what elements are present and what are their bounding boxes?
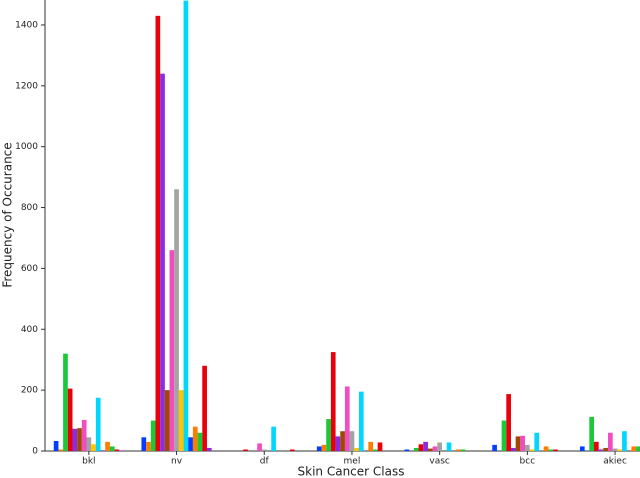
bar <box>456 449 461 451</box>
bar <box>404 449 410 451</box>
bar <box>432 446 438 451</box>
bar <box>377 442 383 451</box>
bar <box>548 449 554 451</box>
x-tick-label: mel <box>344 457 361 467</box>
y-tick-label: 600 <box>21 264 38 274</box>
bar <box>520 435 526 451</box>
bar <box>553 449 558 451</box>
bar <box>510 447 516 451</box>
bar <box>261 449 267 451</box>
bar <box>326 419 331 451</box>
y-tick-label: 800 <box>21 203 38 213</box>
x-tick-label: akiec <box>603 457 627 467</box>
y-tick-label: 400 <box>21 325 38 335</box>
bar <box>257 443 262 451</box>
bar <box>617 449 623 451</box>
bar <box>114 449 120 451</box>
bar <box>368 441 373 451</box>
y-axis-title: Frequency of Occurance <box>1 142 15 287</box>
bar <box>622 431 627 451</box>
bar <box>460 449 466 451</box>
bar <box>543 446 549 451</box>
bar <box>202 365 207 451</box>
bar <box>183 0 189 451</box>
bar <box>515 436 521 451</box>
bar <box>174 189 179 451</box>
bar <box>95 397 101 451</box>
bar <box>67 388 73 451</box>
bar <box>579 446 585 451</box>
bar <box>192 426 198 451</box>
y-tick-label: 200 <box>21 386 38 396</box>
bar <box>603 447 609 451</box>
bar <box>372 449 378 451</box>
bar <box>91 444 96 451</box>
bar <box>289 449 295 451</box>
bar <box>427 448 433 451</box>
bar <box>316 446 322 451</box>
bar <box>178 390 184 451</box>
bar <box>501 420 507 451</box>
bar <box>188 437 193 451</box>
bar <box>492 444 497 451</box>
bar <box>141 437 147 451</box>
bar <box>119 450 124 451</box>
bar <box>446 442 452 451</box>
bar <box>58 449 64 451</box>
bar <box>608 432 613 451</box>
bar <box>525 444 530 451</box>
bar <box>598 449 604 451</box>
bar <box>349 431 355 451</box>
bar <box>109 446 115 451</box>
bar <box>418 444 424 451</box>
bar <box>340 431 345 451</box>
bar <box>146 441 151 451</box>
bar <box>243 449 248 451</box>
bar <box>330 352 336 451</box>
y-tick-label: 1000 <box>15 142 38 152</box>
bar <box>81 419 87 451</box>
bar <box>53 440 59 451</box>
x-tick-label: bcc <box>520 457 536 467</box>
x-tick-label: vasc <box>429 457 450 467</box>
bar <box>155 15 161 452</box>
bar <box>344 386 350 451</box>
bar <box>150 420 156 451</box>
x-tick-label: df <box>260 457 270 467</box>
bar <box>271 426 276 451</box>
bar <box>529 449 535 451</box>
bar <box>72 428 78 451</box>
bar <box>169 250 175 451</box>
bar <box>534 432 540 451</box>
bar <box>206 447 212 451</box>
bar <box>105 441 110 451</box>
bar <box>423 441 428 451</box>
bar <box>63 353 68 451</box>
bar <box>164 390 170 451</box>
bar <box>413 447 419 451</box>
y-tick-label: 0 <box>32 447 38 457</box>
bar <box>594 441 599 451</box>
bar <box>160 73 165 451</box>
bar <box>197 432 203 451</box>
bar <box>321 444 327 451</box>
x-tick-label: bkl <box>82 457 95 467</box>
bar <box>437 442 442 451</box>
bar <box>335 436 341 451</box>
bar <box>506 394 511 451</box>
x-tick-label: nv <box>171 457 183 467</box>
bar <box>100 450 106 451</box>
x-axis-title: Skin Cancer Class <box>298 465 405 478</box>
y-tick-label: 1400 <box>15 20 38 30</box>
y-tick-label: 1200 <box>15 81 38 91</box>
bar <box>612 448 618 451</box>
bar <box>589 416 595 451</box>
bar <box>77 428 82 451</box>
bar <box>358 391 364 451</box>
bar <box>636 446 640 451</box>
bar <box>631 446 637 451</box>
bar <box>86 437 92 451</box>
bar <box>354 447 359 451</box>
